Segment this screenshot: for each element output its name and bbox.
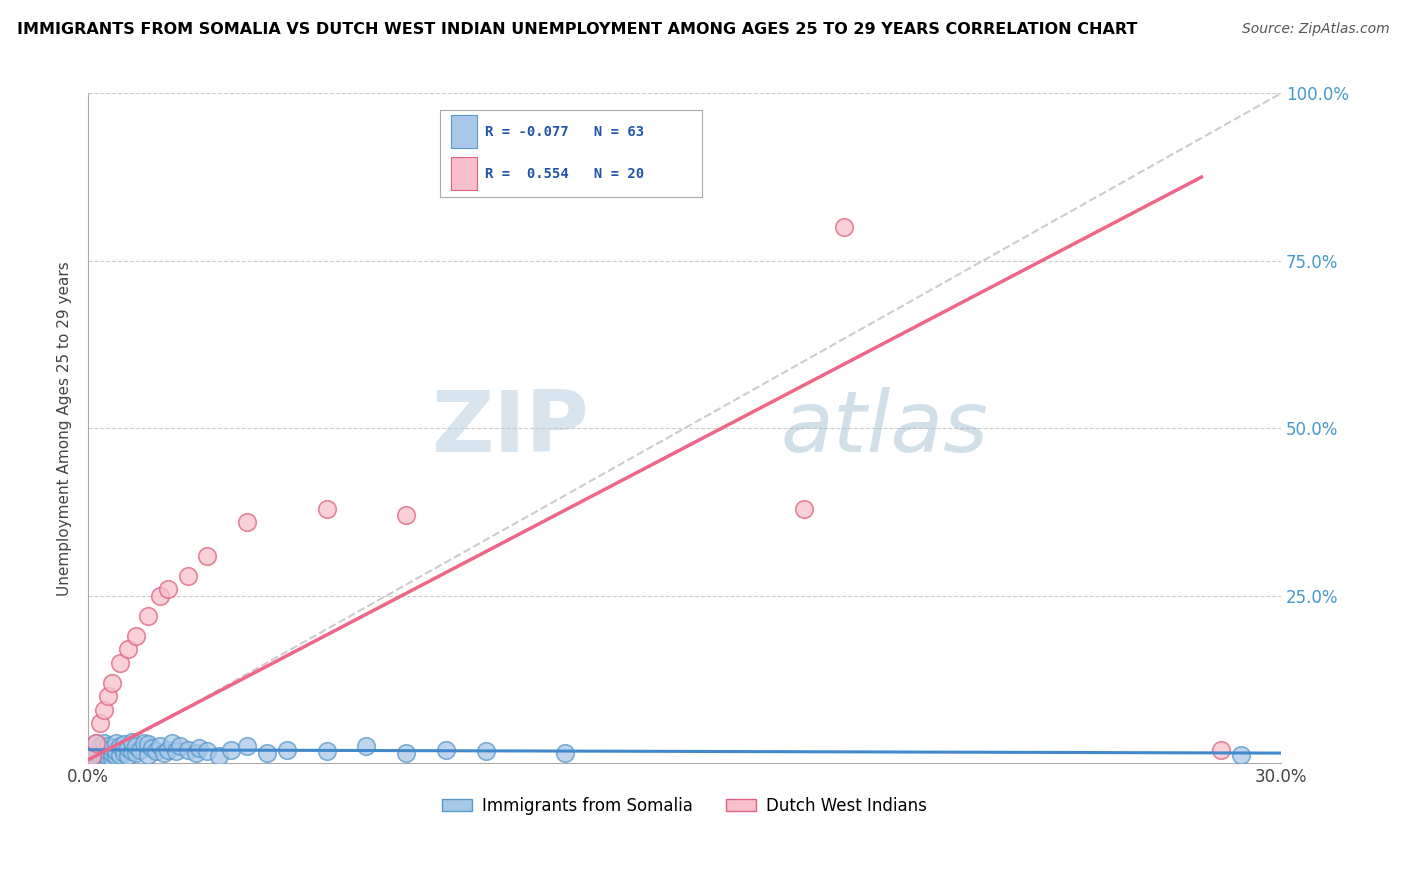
Point (125, 629, 148, 643)
Point (125, 739, 148, 754)
Point (793, 501, 815, 516)
Point (82, 753, 104, 767)
Point (112, 738, 135, 752)
Point (256, 746, 278, 760)
Point (474, 744, 496, 758)
Point (132, 736, 155, 750)
Point (82, 749, 104, 764)
Point (165, 744, 187, 758)
Point (832, 220, 855, 235)
Point (97, 739, 120, 754)
Point (136, 738, 159, 752)
Point (84, 736, 107, 750)
Point (236, 739, 259, 754)
Point (93, 751, 115, 765)
Point (188, 741, 211, 756)
Point (121, 734, 143, 748)
Point (89, 753, 111, 767)
Point (101, 751, 124, 765)
Point (104, 736, 127, 750)
Point (89, 746, 111, 760)
Point (1230, 748, 1253, 763)
Point (108, 739, 131, 754)
Point (236, 515, 259, 529)
Point (84, 753, 107, 767)
Point (97, 744, 120, 758)
Point (82, 749, 104, 764)
Point (117, 642, 139, 657)
Point (97, 689, 120, 703)
Point (149, 589, 172, 603)
Point (554, 746, 576, 760)
Point (121, 744, 143, 758)
Point (108, 748, 131, 763)
Point (395, 508, 418, 523)
Point (93, 702, 115, 716)
Point (93, 743, 115, 757)
Point (125, 746, 148, 760)
Point (97, 749, 120, 764)
Point (84, 743, 107, 757)
Point (93, 736, 115, 750)
Point (197, 744, 219, 758)
Text: IMMIGRANTS FROM SOMALIA VS DUTCH WEST INDIAN UNEMPLOYMENT AMONG AGES 25 TO 29 YE: IMMIGRANTS FROM SOMALIA VS DUTCH WEST IN… (17, 22, 1137, 37)
Point (108, 656, 131, 670)
Point (101, 741, 124, 756)
Point (104, 744, 127, 758)
Point (104, 749, 127, 764)
Point (89, 749, 111, 764)
Point (136, 608, 159, 623)
Point (89, 715, 111, 730)
Point (208, 749, 231, 764)
Point (156, 582, 179, 596)
Point (141, 741, 163, 756)
Point (84, 749, 107, 764)
Point (315, 744, 337, 758)
Point (276, 743, 298, 757)
Point (128, 743, 150, 757)
Text: Source: ZipAtlas.com: Source: ZipAtlas.com (1241, 22, 1389, 37)
Point (434, 743, 457, 757)
Point (395, 746, 418, 760)
Point (89, 739, 111, 754)
Y-axis label: Unemployment Among Ages 25 to 29 years: Unemployment Among Ages 25 to 29 years (58, 260, 72, 596)
Point (221, 743, 243, 757)
Point (84, 736, 107, 750)
Point (1211, 743, 1233, 757)
Point (82, 746, 104, 760)
Point (101, 746, 124, 760)
Point (149, 739, 172, 754)
Point (93, 748, 115, 763)
Point (117, 741, 139, 756)
Point (97, 753, 120, 767)
Point (169, 739, 191, 754)
Point (176, 568, 198, 582)
Point (197, 549, 219, 563)
Point (176, 743, 198, 757)
Point (112, 746, 135, 760)
Point (156, 743, 179, 757)
Point (117, 749, 139, 764)
Point (136, 748, 159, 763)
Legend: Immigrants from Somalia, Dutch West Indians: Immigrants from Somalia, Dutch West Indi… (436, 790, 934, 822)
Point (184, 746, 207, 760)
Text: ZIP: ZIP (432, 387, 589, 470)
Point (152, 746, 174, 760)
Point (160, 736, 183, 750)
Text: atlas: atlas (780, 387, 988, 470)
Point (356, 739, 378, 754)
Point (315, 501, 337, 516)
Point (101, 675, 124, 690)
Point (145, 744, 167, 758)
